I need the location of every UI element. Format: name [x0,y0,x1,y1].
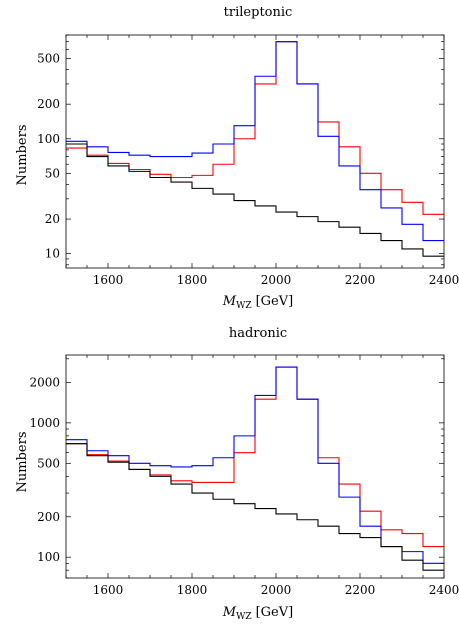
y-tick-label: 10 [45,247,60,261]
plot-frame [65,34,445,269]
x-tick-label: 2200 [345,273,376,287]
series-line-2 [66,41,444,242]
x-axis-label-main: M [222,605,237,620]
y-tick-label: 100 [37,550,60,564]
x-tick-label: 2200 [345,583,376,597]
y-tick-label: 1000 [29,416,60,430]
y-tick-label: 50 [45,166,60,180]
x-axis-label: MWZ [GeV] [222,605,293,622]
x-axis-label-unit: [GeV] [256,605,294,620]
y-axis-label: Numbers [15,125,30,186]
x-axis-label: MWZ [GeV] [222,294,293,311]
series-line-1 [66,366,444,548]
axis-ticks: 1600 1800 2000 2200 2400 10 20 50 100 200 500 [37,34,459,287]
plot-area [66,366,444,571]
x-axis-label-unit: [GeV] [256,294,294,309]
y-tick-label: 100 [37,132,60,146]
x-axis-label-subscript: WZ [236,612,252,622]
chart-trileptonic: trileptonic Numbers 1600 1800 2000 2200 2400… [15,5,459,311]
plot-area [66,41,444,257]
x-tick-label: 1800 [177,583,208,597]
x-tick-label: 1600 [93,583,124,597]
x-tick-label: 2000 [261,273,292,287]
series-line-3 [66,143,444,257]
x-axis-label-main: M [222,294,237,309]
series-line-2 [66,366,444,564]
series-line-1 [66,41,444,215]
y-tick-label: 200 [37,510,60,524]
y-tick-label: 500 [37,51,60,65]
x-axis-label-subscript: WZ [236,301,252,311]
x-tick-label: 1600 [93,273,124,287]
x-tick-label: 2400 [429,273,459,287]
series-line-3 [66,443,444,571]
y-axis-label: Numbers [15,432,30,493]
y-tick-label: 200 [37,97,60,111]
x-tick-label: 2000 [261,583,292,597]
chart-hadronic: hadronic Numbers 1600 1800 2000 2200 2400 100… [15,326,459,622]
chart-title: hadronic [229,326,287,341]
chart-title: trileptonic [224,5,293,20]
x-tick-label: 2400 [429,583,459,597]
axis-ticks: 1600 1800 2000 2200 2400 100 200 500 1000 2000 [29,355,459,597]
y-tick-label: 2000 [29,375,60,389]
x-tick-label: 1800 [177,273,208,287]
plot-frame [65,354,445,579]
y-tick-label: 500 [37,456,60,470]
y-tick-label: 20 [45,212,60,226]
